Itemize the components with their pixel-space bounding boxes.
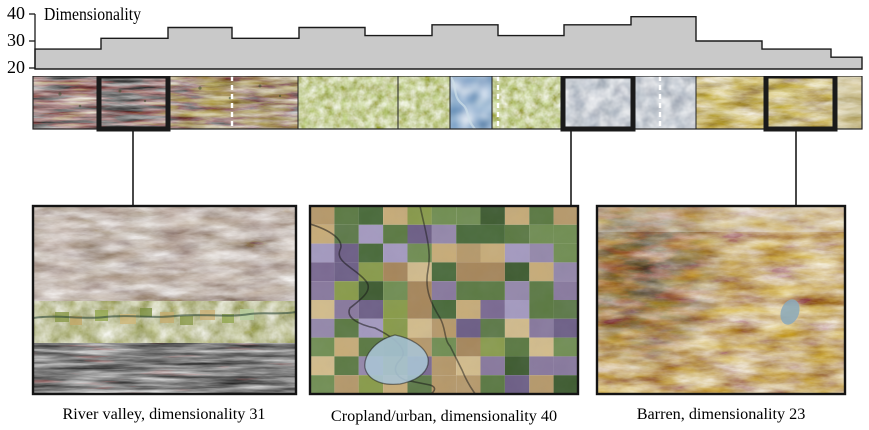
svg-text:River valley, dimensionality 3: River valley, dimensionality 31 [62,405,265,423]
svg-text:Dimensionality: Dimensionality [44,4,141,24]
svg-text:20: 20 [7,57,25,76]
svg-text:Cropland/urban, dimensionality: Cropland/urban, dimensionality 40 [331,407,557,425]
svg-text:30: 30 [7,30,25,50]
svg-text:Barren, dimensionality 23: Barren, dimensionality 23 [637,405,806,423]
svg-text:40: 40 [7,3,25,23]
